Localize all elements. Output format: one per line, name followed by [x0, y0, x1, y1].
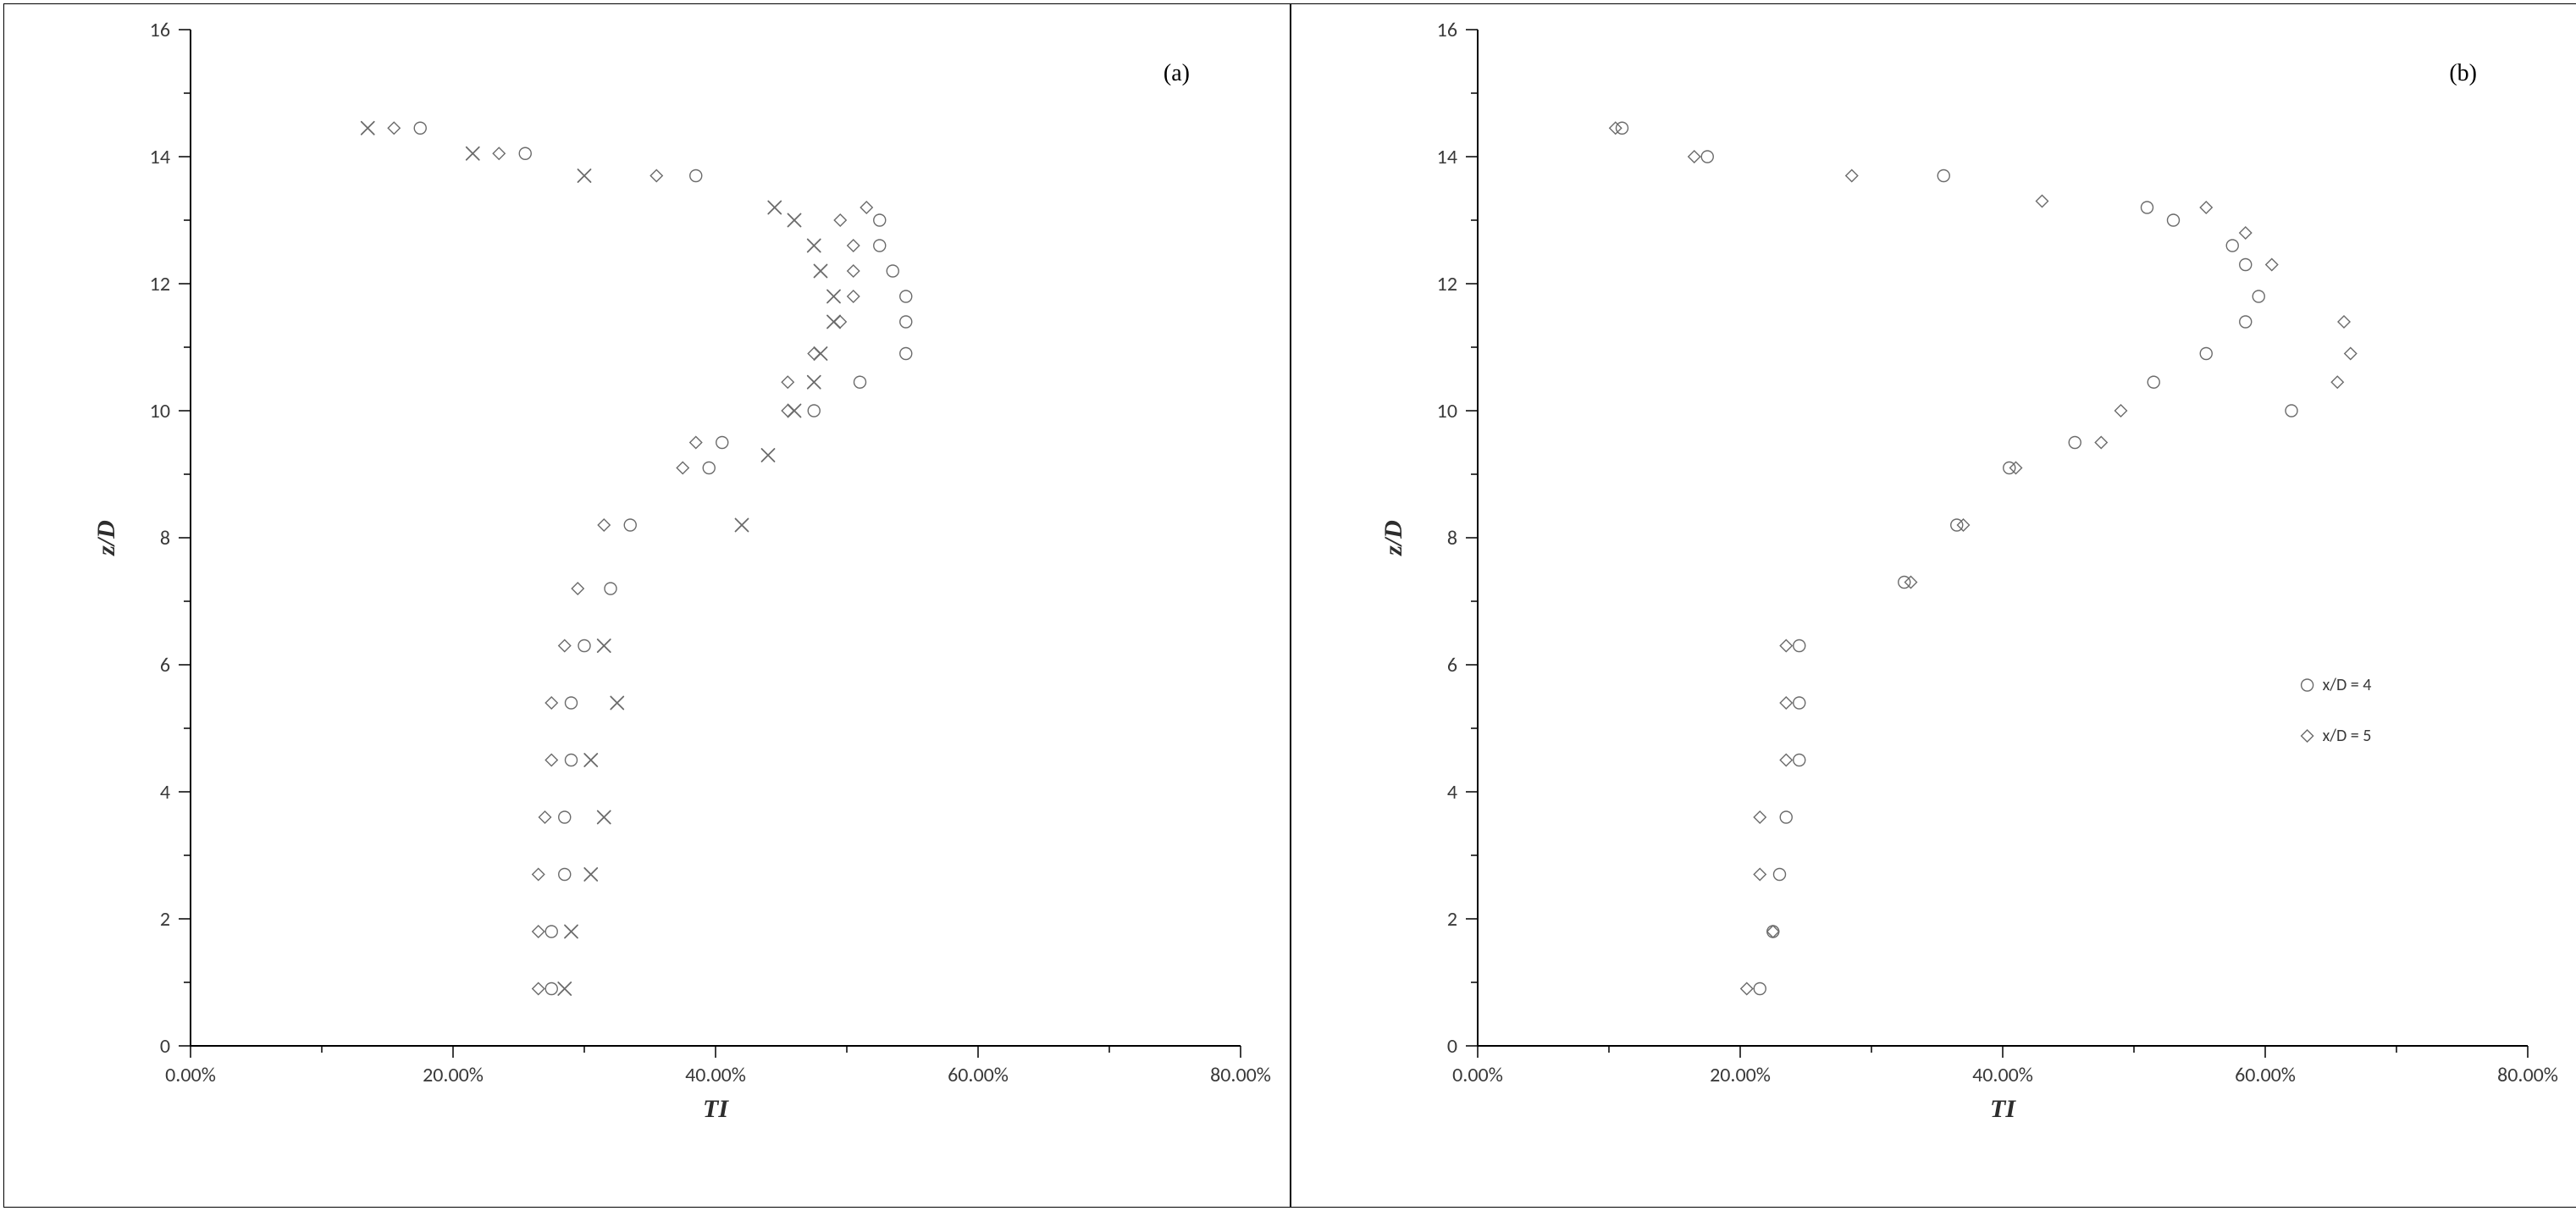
- svg-text:6: 6: [160, 653, 170, 677]
- svg-text:0: 0: [1447, 1034, 1457, 1059]
- svg-text:10: 10: [150, 399, 170, 423]
- svg-text:16: 16: [1437, 18, 1457, 42]
- svg-text:x/D = 5: x/D = 5: [2323, 726, 2372, 746]
- svg-text:16: 16: [150, 18, 170, 42]
- svg-text:TI: TI: [703, 1095, 729, 1123]
- chart-panel-a: 0.00% 20.00% 40.00% 60.00% 80.00% 0 2 4 6 8 10 12 14…: [3, 3, 1291, 1208]
- svg-text:2: 2: [160, 907, 170, 932]
- svg-text:60.00%: 60.00%: [2235, 1063, 2296, 1087]
- svg-text:40.00%: 40.00%: [685, 1063, 746, 1087]
- svg-text:8: 8: [1447, 526, 1457, 550]
- svg-text:0.00%: 0.00%: [165, 1063, 216, 1087]
- svg-text:8: 8: [160, 526, 170, 550]
- svg-text:0.00%: 0.00%: [1452, 1063, 1503, 1087]
- svg-text:60.00%: 60.00%: [948, 1063, 1009, 1087]
- svg-text:TI: TI: [1990, 1095, 2016, 1123]
- svg-text:20.00%: 20.00%: [423, 1063, 484, 1087]
- svg-text:0: 0: [160, 1034, 170, 1059]
- svg-text:4: 4: [1447, 780, 1457, 805]
- svg-text:2: 2: [1447, 907, 1457, 932]
- svg-text:4: 4: [160, 780, 170, 805]
- svg-text:z/D: z/D: [1379, 520, 1407, 556]
- svg-text:z/D: z/D: [92, 520, 120, 556]
- svg-text:80.00%: 80.00%: [2497, 1063, 2558, 1087]
- svg-text:40.00%: 40.00%: [1972, 1063, 2033, 1087]
- svg-text:(a): (a): [1164, 60, 1190, 86]
- svg-text:6: 6: [1447, 653, 1457, 677]
- svg-text:x/D = 4: x/D = 4: [2323, 675, 2372, 695]
- svg-text:12: 12: [150, 272, 170, 296]
- svg-text:20.00%: 20.00%: [1710, 1063, 1771, 1087]
- svg-text:10: 10: [1437, 399, 1457, 423]
- svg-text:(b): (b): [2449, 60, 2477, 86]
- svg-text:12: 12: [1437, 272, 1457, 296]
- svg-text:80.00%: 80.00%: [1210, 1063, 1271, 1087]
- svg-text:14: 14: [150, 145, 170, 169]
- svg-text:14: 14: [1437, 145, 1457, 169]
- chart-panel-b: 0.00% 20.00% 40.00% 60.00% 80.00% 0 2 4 6 8 10 12 14…: [1291, 3, 2576, 1208]
